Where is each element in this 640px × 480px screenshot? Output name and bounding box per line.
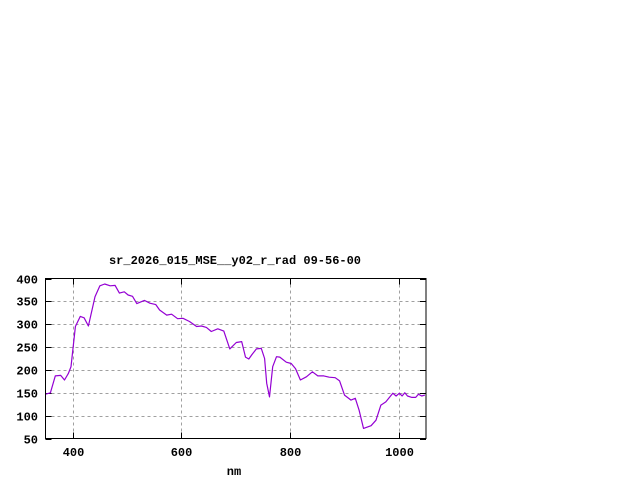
y-tick-label: 250 xyxy=(16,342,38,356)
y-tick-label: 150 xyxy=(16,388,38,402)
y-tick-label: 400 xyxy=(16,274,38,288)
x-axis-label: nm xyxy=(227,465,241,479)
chart-title: sr_2026_015_MSE__y02_r_rad 09-56-00 xyxy=(109,254,361,268)
series-layer xyxy=(45,283,426,429)
y-tick-label: 350 xyxy=(16,296,38,310)
spectrum-line xyxy=(45,283,426,429)
y-tick-label: 200 xyxy=(16,365,38,379)
ticks xyxy=(45,278,426,440)
x-tick-label: 600 xyxy=(171,446,193,460)
plot-frame xyxy=(45,278,427,439)
grid xyxy=(45,278,426,439)
x-tick-label: 800 xyxy=(280,446,302,460)
y-tick-label: 100 xyxy=(16,411,38,425)
x-tick-label: 400 xyxy=(63,446,85,460)
y-tick-label: 50 xyxy=(24,434,38,448)
y-tick-label: 300 xyxy=(16,319,38,333)
tick-labels: 50 100 150 200 250 300 350 400 400 600 800 1000 xyxy=(16,274,414,461)
x-tick-label: 1000 xyxy=(385,446,414,460)
